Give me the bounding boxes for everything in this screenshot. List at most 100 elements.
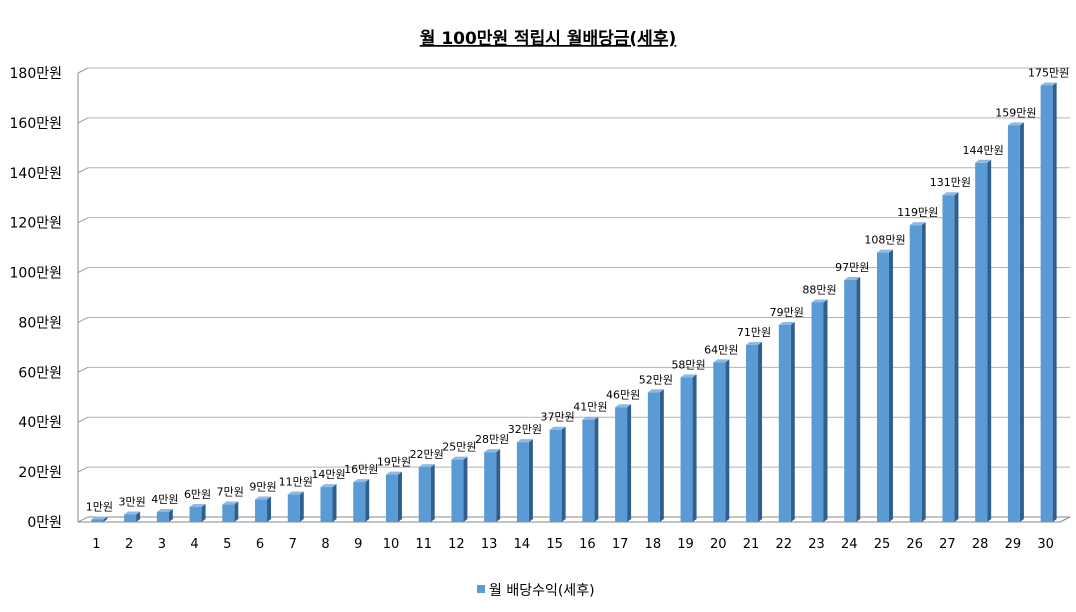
- bar-top: [156, 509, 173, 513]
- data-labels: 1만원 3만원 4만원 6만원 7만원 9만원 11만원14만원16만원19만원22만원25…: [86, 66, 1070, 513]
- bar-top: [876, 249, 893, 253]
- bar-top: [582, 416, 599, 420]
- bar-top: [713, 359, 730, 363]
- data-label: 11만원: [279, 476, 313, 489]
- y-tick-label: 100만원: [10, 266, 62, 282]
- bar-side: [627, 404, 632, 522]
- data-label: 28만원: [475, 433, 509, 446]
- y-tick-label: 180만원: [10, 66, 62, 82]
- bar: [680, 374, 697, 522]
- y-tick-label: 120만원: [10, 216, 62, 232]
- data-label: 97만원: [835, 261, 869, 274]
- gridline-depth: [77, 516, 89, 523]
- x-tick-label: 19: [677, 537, 694, 552]
- data-label: 14만원: [311, 468, 345, 481]
- gridline-depth: [77, 217, 89, 224]
- bar-side: [790, 321, 795, 522]
- legend-swatch: [477, 585, 485, 593]
- bar: [516, 439, 533, 522]
- x-tick-label: 28: [972, 537, 989, 552]
- bar-front: [1040, 85, 1053, 522]
- bar-side: [823, 299, 828, 522]
- x-tick-label: 6: [256, 537, 264, 552]
- bar-side: [463, 456, 468, 522]
- gridline-depth: [77, 167, 89, 174]
- bar: [713, 359, 730, 522]
- bar-side: [594, 416, 599, 522]
- bar-top: [353, 479, 370, 483]
- bar-side: [299, 491, 304, 522]
- bar-top: [680, 374, 697, 378]
- data-label: 22만원: [410, 448, 444, 461]
- x-tick-label: 30: [1037, 537, 1054, 552]
- bar-top: [549, 426, 566, 430]
- bar: [385, 471, 402, 522]
- floor-edge: [1059, 516, 1071, 523]
- y-tick-label: 140만원: [10, 166, 62, 182]
- bar-front: [353, 482, 366, 522]
- bar-side: [332, 484, 337, 522]
- bar-side: [397, 471, 402, 522]
- bar: [811, 299, 828, 522]
- x-tick-label: 12: [448, 537, 465, 552]
- y-tick-label: 60만원: [18, 365, 62, 381]
- data-label: 71만원: [737, 326, 771, 339]
- x-tick-label: 10: [383, 537, 400, 552]
- bar-front: [746, 344, 759, 522]
- x-tick-label: 25: [874, 537, 891, 552]
- bar: [647, 389, 664, 522]
- bar-front: [516, 442, 529, 522]
- bar: [451, 456, 468, 522]
- bar-side: [267, 496, 272, 522]
- bar: [418, 464, 435, 522]
- bar-front: [811, 302, 824, 522]
- bar-top: [942, 192, 959, 196]
- x-tick-label: 4: [190, 537, 198, 552]
- bar: [876, 249, 893, 522]
- bar: [942, 192, 959, 522]
- bar-front: [549, 429, 562, 522]
- bar: [746, 341, 763, 522]
- bar-front: [91, 519, 104, 522]
- bar-top: [255, 496, 272, 500]
- x-tick-label: 26: [906, 537, 923, 552]
- bar-side: [987, 159, 992, 523]
- bar-top: [484, 449, 501, 453]
- bar-side: [168, 509, 173, 522]
- bar-top: [647, 389, 664, 393]
- bar: [91, 516, 108, 522]
- bar-side: [1052, 82, 1057, 522]
- x-tick-label: 16: [579, 537, 596, 552]
- data-label: 41만원: [573, 401, 607, 414]
- bar-top: [778, 321, 795, 325]
- x-tick-label: 14: [514, 537, 531, 552]
- x-tick-label: 5: [223, 537, 231, 552]
- bars: [91, 82, 1057, 523]
- x-tick-label: 1: [92, 537, 100, 552]
- bar-front: [876, 252, 889, 522]
- bar-front: [222, 504, 235, 522]
- bar-top: [1007, 122, 1024, 126]
- data-label: 4만원: [151, 493, 178, 506]
- x-tick-label: 18: [645, 537, 662, 552]
- x-tick-label: 22: [775, 537, 792, 552]
- bar-front: [680, 377, 693, 522]
- bar-front: [582, 419, 595, 522]
- x-tick-label: 29: [1005, 537, 1022, 552]
- y-tick-label: 80만원: [18, 315, 62, 331]
- bar: [778, 321, 795, 522]
- data-label: 79만원: [770, 306, 804, 319]
- data-label: 16만원: [344, 463, 378, 476]
- bar-side: [1019, 122, 1024, 522]
- y-tick-label: 40만원: [18, 415, 62, 431]
- bar-side: [725, 359, 730, 522]
- data-label: 52만원: [639, 373, 673, 386]
- bar-top: [516, 439, 533, 443]
- bar-top: [91, 516, 108, 520]
- bar-side: [103, 516, 108, 522]
- x-tick-label: 21: [743, 537, 760, 552]
- x-tick-label: 20: [710, 537, 727, 552]
- bar: [353, 479, 370, 522]
- y-tick-label: 20만원: [18, 465, 62, 481]
- bar-side: [234, 501, 239, 522]
